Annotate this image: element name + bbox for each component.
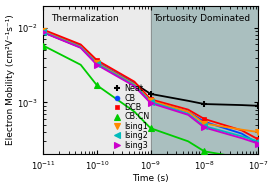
Bar bbox=[43, 5, 151, 154]
Line: Ising3: Ising3 bbox=[40, 29, 261, 147]
Line: CB:CN: CB:CN bbox=[40, 42, 261, 169]
DCB bbox=[149, 98, 152, 100]
Ising2 bbox=[256, 140, 260, 143]
Legend: Neat, CB, DCB, CB:CN, Ising1, Ising2, Ising3: Neat, CB, DCB, CB:CN, Ising1, Ising2, Is… bbox=[112, 83, 151, 150]
X-axis label: Time (s): Time (s) bbox=[132, 174, 169, 184]
DCB bbox=[95, 59, 99, 61]
Ising1 bbox=[42, 30, 45, 33]
Ising1 bbox=[149, 100, 152, 102]
Neat bbox=[95, 63, 99, 65]
CB:CN bbox=[149, 127, 152, 129]
DCB bbox=[203, 118, 206, 120]
CB bbox=[149, 100, 152, 102]
Ising3 bbox=[149, 102, 152, 104]
Ising3 bbox=[95, 64, 99, 66]
CB:CN bbox=[42, 44, 45, 47]
Neat bbox=[42, 31, 45, 33]
CB:CN bbox=[203, 150, 206, 153]
Line: Ising2: Ising2 bbox=[40, 29, 261, 144]
Neat bbox=[149, 93, 152, 95]
Y-axis label: Electron Mobility (cm²V⁻¹s⁻¹): Electron Mobility (cm²V⁻¹s⁻¹) bbox=[5, 15, 15, 145]
Text: Thermalization: Thermalization bbox=[51, 14, 119, 23]
Ising2 bbox=[149, 101, 152, 103]
Line: CB: CB bbox=[41, 28, 260, 146]
CB:CN bbox=[95, 84, 99, 86]
Ising3 bbox=[256, 142, 260, 145]
CB bbox=[203, 121, 206, 123]
Line: Ising1: Ising1 bbox=[40, 28, 261, 135]
Ising3 bbox=[203, 126, 206, 129]
CB bbox=[95, 61, 99, 63]
Ising3 bbox=[42, 31, 45, 34]
Line: Neat: Neat bbox=[40, 29, 261, 109]
Ising2 bbox=[203, 125, 206, 127]
Neat bbox=[203, 103, 206, 105]
CB bbox=[42, 29, 45, 32]
Ising1 bbox=[95, 62, 99, 64]
CB bbox=[256, 142, 260, 145]
Neat bbox=[256, 105, 260, 107]
CB:CN bbox=[256, 165, 260, 167]
DCB bbox=[256, 138, 260, 140]
Ising1 bbox=[256, 131, 260, 133]
DCB bbox=[42, 29, 45, 31]
Ising2 bbox=[42, 31, 45, 33]
Ising2 bbox=[95, 63, 99, 65]
Ising1 bbox=[203, 122, 206, 125]
Line: DCB: DCB bbox=[41, 27, 260, 142]
Text: Tortuosity Dominated: Tortuosity Dominated bbox=[153, 14, 250, 23]
